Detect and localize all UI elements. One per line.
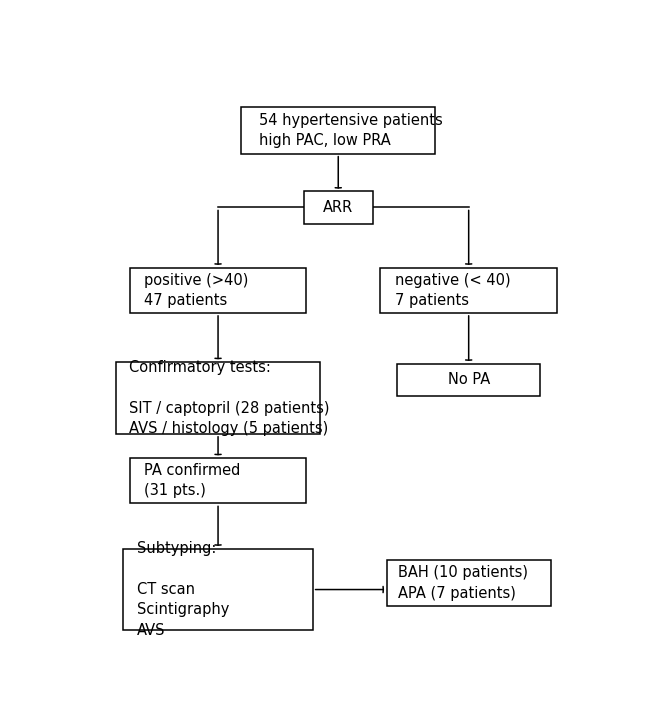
Text: No PA: No PA <box>447 372 490 387</box>
FancyBboxPatch shape <box>397 364 541 396</box>
FancyBboxPatch shape <box>130 458 306 503</box>
FancyBboxPatch shape <box>123 549 313 630</box>
Text: Confirmatory tests:

SIT / captopril (28 patients)
AVS / histology (5 patients): Confirmatory tests: SIT / captopril (28 … <box>129 360 329 436</box>
FancyBboxPatch shape <box>130 267 306 313</box>
Text: PA confirmed
(31 pts.): PA confirmed (31 pts.) <box>144 463 240 498</box>
FancyBboxPatch shape <box>241 107 436 153</box>
Text: BAH (10 patients)
APA (7 patients): BAH (10 patients) APA (7 patients) <box>398 565 528 601</box>
Text: Subtyping:

CT scan
Scintigraphy
AVS: Subtyping: CT scan Scintigraphy AVS <box>137 541 230 638</box>
Text: ARR: ARR <box>323 200 353 215</box>
FancyBboxPatch shape <box>304 191 373 224</box>
FancyBboxPatch shape <box>387 560 550 606</box>
Text: positive (>40)
47 patients: positive (>40) 47 patients <box>144 272 248 308</box>
FancyBboxPatch shape <box>380 267 557 313</box>
FancyBboxPatch shape <box>115 362 320 434</box>
Text: 54 hypertensive patients
high PAC, low PRA: 54 hypertensive patients high PAC, low P… <box>259 113 443 148</box>
Text: negative (< 40)
7 patients: negative (< 40) 7 patients <box>395 272 510 308</box>
